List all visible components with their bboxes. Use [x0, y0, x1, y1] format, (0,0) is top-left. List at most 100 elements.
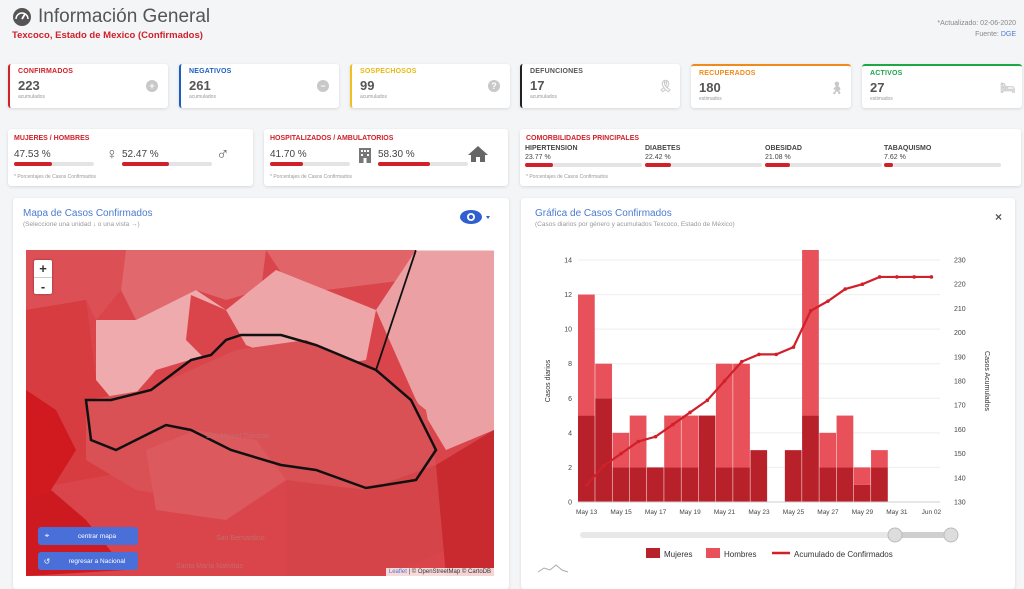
comorb-pct: 7.62 % [884, 154, 906, 161]
gender-note: * Porcentajes de Casos Confirmados [14, 174, 96, 180]
zoom-out-button[interactable]: - [34, 277, 52, 294]
y2-tick-label: 220 [954, 282, 966, 289]
bar-hombres [836, 415, 854, 468]
bar-mujeres [750, 450, 768, 502]
bar-hombres [871, 450, 888, 468]
comorb-label: TABAQUISMO [884, 145, 932, 152]
chart-subtitle: (Casos diarios por género y acumulados T… [535, 221, 735, 228]
point-acumulado [808, 309, 813, 313]
legend-label-hombres: Hombres [724, 550, 756, 559]
range-slider-handle-right [943, 527, 959, 543]
stat-label: RECUPERADOS [699, 70, 756, 77]
attribution-text: | © OpenStreetMap © CartoDB [406, 569, 491, 575]
zoom-in-button[interactable]: + [39, 261, 47, 276]
point-acumulado [636, 439, 641, 444]
comorb-title: COMORBILIDADES PRINCIPALES [526, 135, 640, 142]
stat-label: SOSPECHOSOS [360, 68, 417, 75]
legend-swatch-mujeres [646, 548, 660, 558]
point-acumulado [602, 463, 606, 468]
point-acumulado [877, 275, 882, 279]
comorb-item: TABAQUISMO 7.62 % [884, 145, 1001, 167]
point-acumulado [860, 282, 865, 286]
map-subtitle: (Seleccione una unidad ↓ o una vista →) [23, 221, 140, 228]
bar-mujeres [836, 467, 854, 502]
y2-tick-label: 230 [954, 258, 966, 265]
stat-label: ACTIVOS [870, 70, 903, 77]
leaflet-link[interactable]: Leaflet [388, 569, 407, 575]
comorb-bar [884, 163, 1001, 167]
range-slider-handle-left [887, 527, 903, 543]
y2-tick-label: 200 [954, 330, 966, 337]
x-tick-label: May 31 [886, 509, 908, 516]
map-place-label: San Miguel Tlaixpan [206, 433, 269, 440]
eye-dropdown-icon[interactable] [459, 208, 493, 226]
bar-hombres [595, 363, 612, 399]
bar-mujeres [784, 450, 802, 502]
undo-icon: ↺ [43, 556, 51, 566]
gender-title: MUJERES / HOMBRES [14, 135, 90, 142]
stat-label: CONFIRMADOS [18, 68, 74, 75]
stat-sub: acumulados [530, 94, 557, 100]
close-icon[interactable]: × [995, 210, 1003, 224]
plus-circle-icon: + [146, 80, 158, 92]
bar-mujeres [595, 398, 612, 502]
hospital-icon [359, 148, 371, 163]
map-title: Mapa de Casos Confirmados [23, 208, 153, 219]
point-acumulado [826, 299, 830, 303]
bar-hombres [802, 250, 819, 416]
stat-card-defunciones: DEFUNCIONES 17 acumulados 🎗︎ [520, 64, 680, 108]
chart-title: Gráfica de Casos Confirmados [535, 208, 672, 219]
stat-card-sospechosos: SOSPECHOSOS 99 acumulados ? [350, 64, 510, 108]
point-acumulado [688, 410, 692, 415]
x-tick-label: May 17 [645, 509, 667, 516]
sparkline-icon [537, 564, 569, 573]
bar-mujeres [578, 415, 595, 502]
y-tick-label: 2 [568, 465, 572, 472]
point-acumulado [722, 379, 727, 383]
page-header: Información General Texcoco, Estado de M… [12, 6, 210, 41]
stat-sub: estimados [870, 96, 893, 102]
stat-value: 180 [699, 80, 721, 95]
map-zoom-control: + - [34, 260, 52, 294]
back-to-national-label: regresar a Nacional [68, 557, 126, 565]
bar-mujeres [612, 467, 630, 502]
stat-label: DEFUNCIONES [530, 68, 584, 75]
x-tick-label: May 15 [610, 509, 632, 516]
stat-value: 17 [530, 78, 545, 93]
point-acumulado [653, 434, 658, 439]
back-to-national-button[interactable]: ↺ regresar a Nacional [38, 552, 138, 570]
bar-hombres [819, 432, 837, 468]
stat-label: NEGATIVOS [189, 68, 232, 75]
source-label: Fuente: [975, 31, 999, 38]
comorb-item: OBESIDAD 21.08 % [765, 145, 882, 167]
choropleth-map[interactable]: San Miguel Tlaixpan San Bernardino Santa… [26, 250, 494, 576]
y2-axis-label: Casos Acumulados [983, 351, 990, 411]
comorb-bar [645, 163, 762, 167]
point-acumulado [757, 352, 761, 357]
y2-tick-label: 140 [954, 475, 966, 482]
x-tick-label: May 25 [783, 509, 805, 516]
men-pct: 52.47 % [122, 149, 159, 160]
y-tick-label: 8 [568, 361, 572, 368]
stat-sub: acumulados [360, 94, 387, 100]
page-subtitle: Texcoco, Estado de Mexico (Confirmados) [12, 30, 203, 41]
bar-mujeres [664, 467, 681, 502]
bed-icon: 🛏︎ [1000, 81, 1016, 95]
hosp-title: HOSPITALIZADOS / AMBULATORIOS [270, 135, 394, 142]
page-title: Información General [12, 6, 210, 28]
y2-tick-label: 160 [954, 427, 966, 434]
stat-value: 99 [360, 78, 375, 93]
hosp-pct: 41.70 % [270, 149, 307, 160]
point-acumulado [791, 345, 796, 349]
women-bar [14, 162, 94, 166]
comorb-note: * Porcentajes de Casos Confirmados [526, 174, 608, 180]
point-acumulado [774, 352, 779, 357]
bar-hombres [578, 294, 595, 416]
source-link[interactable]: DGE [1000, 31, 1016, 38]
range-slider-track [580, 532, 958, 538]
center-map-label: centrar mapa [77, 532, 117, 540]
center-map-button[interactable]: ⌖ centrar mapa [38, 527, 138, 545]
legend-swatch-hombres [706, 548, 720, 558]
gender-card: MUJERES / HOMBRES 47.53 % ♀ 52.47 % ♂ * … [8, 129, 253, 186]
stat-sub: acumulados [18, 94, 45, 100]
